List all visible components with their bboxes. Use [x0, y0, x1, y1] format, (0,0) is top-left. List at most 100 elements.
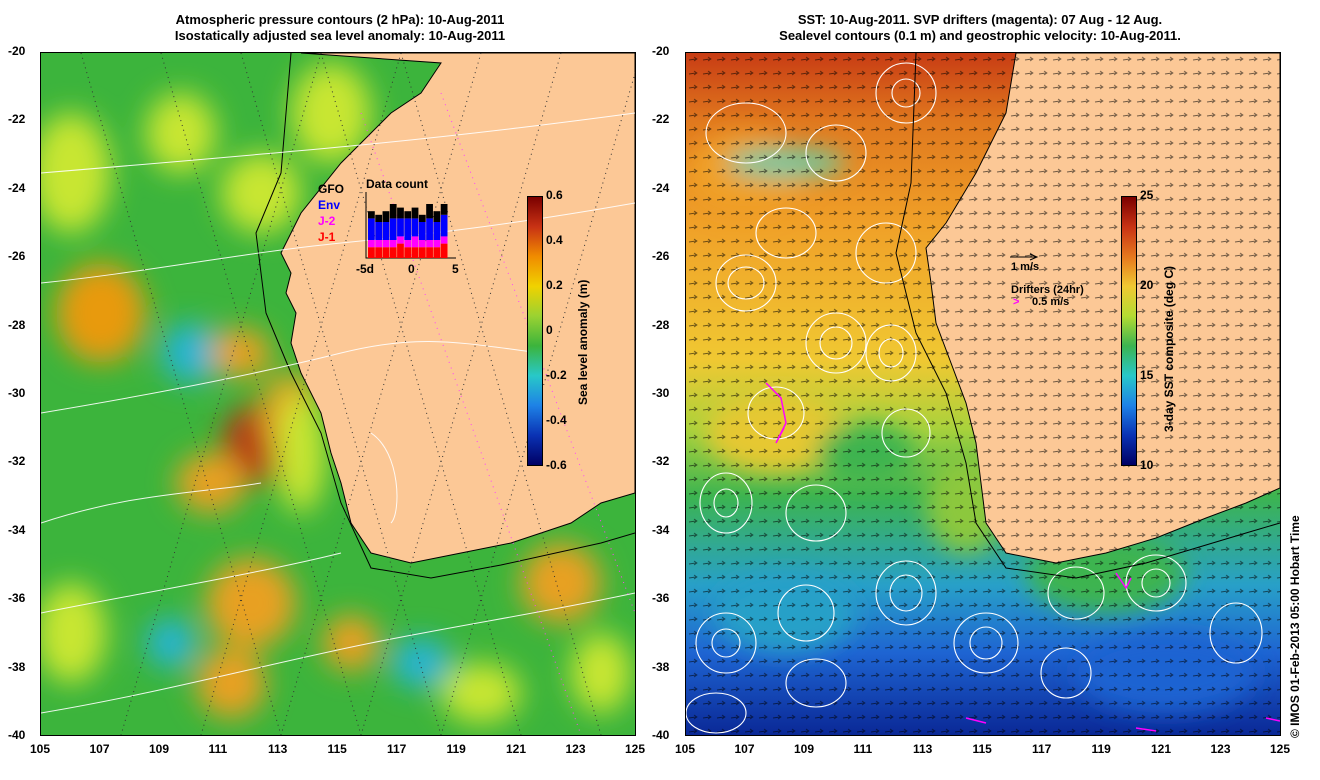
lon-tick-right: 119 [1091, 742, 1111, 756]
velocity-legend: 1 m/s [1011, 261, 1040, 273]
sst-colorbar [1121, 196, 1137, 466]
sla-colorbar-tick: -0.2 [546, 368, 567, 382]
lat-tick-right: -22 [652, 112, 670, 127]
inset-legend-j-2: J-2 [318, 214, 336, 228]
lon-tick-right: 113 [913, 742, 933, 756]
inset-bar-gfo [375, 214, 383, 222]
inset-bar-j2 [426, 240, 433, 248]
inset-bar-gfo [426, 204, 433, 219]
inset-bar-j1 [433, 247, 441, 258]
lat-tick-left: -34 [8, 522, 26, 537]
inset-bar-env [404, 218, 412, 240]
inset-bar-env [375, 222, 383, 240]
inset-bar-env [418, 222, 426, 240]
inset-bar-gfo [389, 204, 397, 219]
lat-tick-right: -38 [652, 659, 670, 674]
inset-bar-gfo [433, 211, 441, 222]
lat-tick-left: -36 [8, 591, 26, 606]
sst-colorbar-tick: 25 [1140, 188, 1154, 202]
inset-bar-j1 [375, 247, 383, 258]
inset-bar-env [368, 218, 375, 240]
lon-tick-left: 115 [327, 742, 347, 756]
lat-tick-left: -40 [8, 728, 26, 742]
drifter-legend-value: 0.5 m/s [1032, 296, 1070, 308]
inset-legend-j-1: J-1 [318, 230, 336, 244]
inset-x-tick: 0 [408, 262, 415, 276]
lat-tick-right: -28 [652, 317, 670, 332]
lon-tick-right: 105 [675, 742, 696, 756]
inset-bar-j1 [440, 243, 448, 258]
inset-bar-gfo [411, 207, 419, 219]
sst-colorbar-tick: 10 [1140, 458, 1154, 472]
sla-colorbar [527, 196, 543, 466]
lon-tick-left: 107 [89, 742, 110, 756]
lon-tick-right: 125 [1270, 742, 1291, 756]
inset-bar-j1 [389, 247, 397, 258]
inset-bar-gfo [418, 214, 426, 222]
lon-tick-right: 123 [1210, 742, 1231, 756]
inset-bar-j1 [368, 247, 375, 258]
inset-bar-j2 [433, 240, 441, 248]
lon-tick-right: 115 [972, 742, 992, 756]
lon-tick-left: 123 [565, 742, 586, 756]
lat-tick-left: -24 [8, 180, 26, 195]
inset-bar-env [389, 218, 397, 240]
inset-bar-j2 [440, 236, 448, 244]
sst-colorbar-tick: 15 [1140, 368, 1154, 382]
inset-bar-j1 [404, 247, 412, 258]
inset-bar-j2 [368, 240, 375, 248]
sla-colorbar-tick: 0.2 [546, 278, 563, 292]
sla-colorbar-tick: 0.6 [546, 188, 563, 202]
lat-tick-right: -36 [652, 591, 670, 606]
inset-x-tick: -5d [356, 262, 374, 276]
inset-x-tick: 5 [452, 262, 459, 276]
inset-bar-gfo [440, 204, 448, 215]
right-title-line2: Sealevel contours (0.1 m) and geostrophi… [779, 28, 1181, 43]
inset-bar-j1 [418, 247, 426, 258]
inset-bar-gfo [404, 211, 412, 219]
lon-tick-left: 113 [268, 742, 288, 756]
left-title-line2: Isostatically adjusted sea level anomaly… [174, 28, 506, 43]
inset-bar-j1 [382, 247, 390, 258]
inset-bar-j2 [418, 240, 426, 248]
inset-bar-env [411, 218, 419, 237]
lon-tick-left: 117 [387, 742, 407, 756]
lat-tick-left: -20 [8, 44, 26, 58]
credit-text: © IMOS 01-Feb-2013 05:00 Hobart Time [1288, 515, 1302, 738]
lon-tick-left: 119 [446, 742, 466, 756]
lon-tick-right: 117 [1032, 742, 1052, 756]
sla-map [40, 52, 636, 736]
inset-legend-gfo: GFO [318, 182, 344, 196]
inset-bar-env [382, 222, 390, 240]
sla-colorbar-tick: 0 [546, 323, 553, 337]
sla-colorbar-tick: -0.4 [546, 413, 567, 427]
inset-bar-gfo [397, 207, 404, 219]
lat-tick-right: -30 [652, 386, 670, 400]
inset-title: Data count [366, 177, 429, 191]
lon-tick-right: 109 [794, 742, 815, 756]
inset-bar-j2 [397, 236, 404, 244]
inset-bar-j1 [411, 247, 419, 258]
inset-axis [365, 192, 456, 259]
lat-tick-left: -22 [8, 112, 26, 127]
lon-tick-left: 121 [506, 742, 527, 756]
sst-colorbar-tick: 20 [1140, 278, 1154, 292]
inset-bar-j1 [426, 247, 433, 258]
lon-tick-left: 125 [625, 742, 646, 756]
inset-bar-j2 [375, 240, 383, 248]
inset-legend-env: Env [318, 198, 341, 212]
lat-tick-left: -32 [8, 454, 26, 469]
lat-tick-right: -40 [652, 728, 670, 742]
inset-bar-j1 [397, 243, 404, 258]
drifter-legend-title: Drifters (24hr) [1011, 284, 1084, 296]
inset-bar-env [426, 218, 433, 240]
lon-tick-right: 111 [853, 742, 873, 756]
lon-tick-left: 105 [30, 742, 51, 756]
lat-tick-left: -38 [8, 659, 26, 674]
sla-colorbar-label: Sea level anomaly (m) [576, 279, 590, 405]
inset-bar-j2 [382, 240, 390, 248]
right-title-line1: SST: 10-Aug-2011. SVP drifters (magenta)… [797, 12, 1163, 27]
left-title: Atmospheric pressure contours (2 hPa): 1… [60, 12, 620, 44]
lon-tick-right: 107 [734, 742, 755, 756]
inset-bar-chart [365, 192, 456, 259]
